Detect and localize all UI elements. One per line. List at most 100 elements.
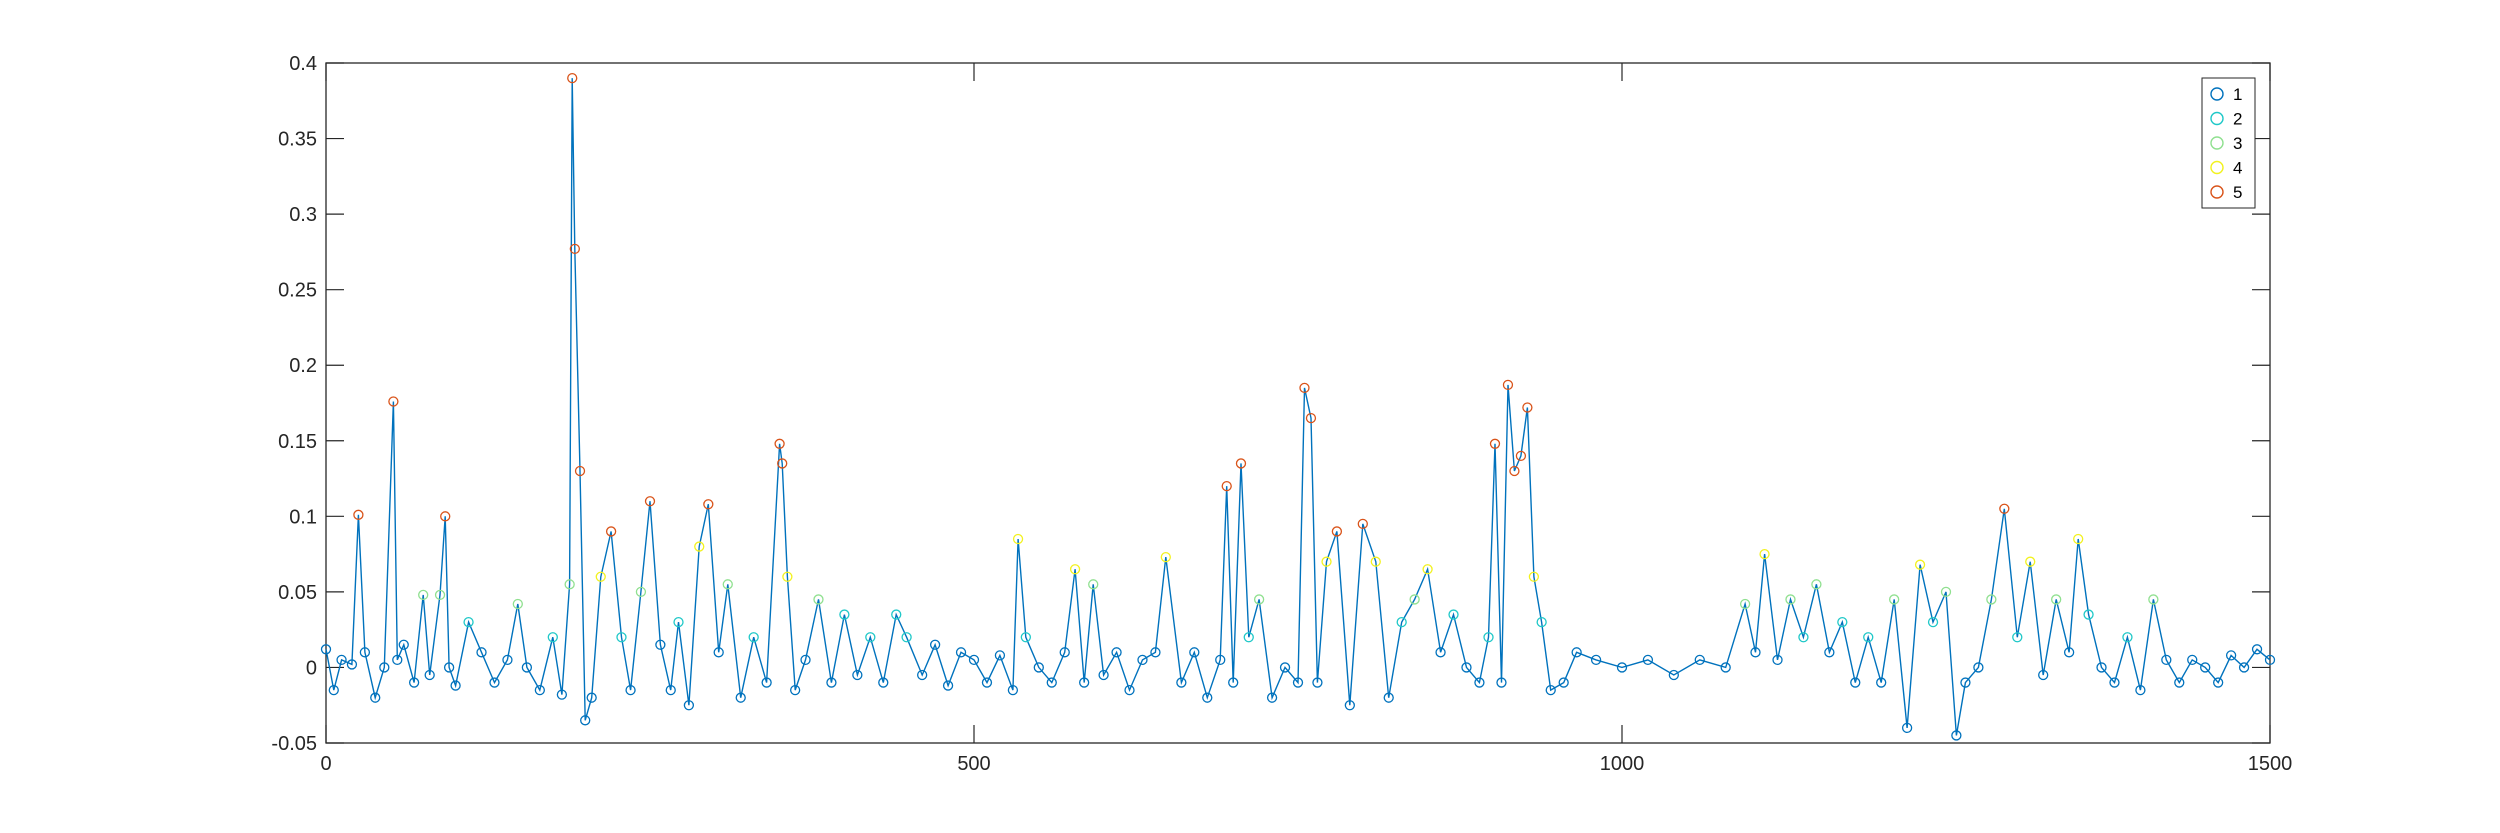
legend-marker-1 — [2210, 87, 2224, 101]
data-point-class-1 — [424, 669, 435, 681]
data-point-class-4 — [2025, 556, 2036, 567]
data-point-class-4 — [1422, 564, 1433, 575]
data-point-class-1 — [489, 677, 500, 688]
data-point-class-3 — [1409, 594, 1420, 605]
data-point-class-1 — [761, 677, 772, 688]
data-point-class-3 — [1739, 598, 1751, 610]
data-point-class-4 — [2073, 533, 2084, 545]
data-point-class-1 — [1344, 700, 1355, 711]
data-point-class-1 — [1202, 692, 1213, 703]
data-point-class-4 — [1321, 556, 1332, 567]
legend-marker-4 — [2210, 160, 2224, 175]
data-point-class-1 — [2174, 677, 2185, 688]
data-point-class-1 — [1266, 692, 1278, 703]
data-point-class-5 — [388, 396, 399, 407]
data-point-class-1 — [1558, 677, 1569, 688]
data-point-class-5 — [1299, 382, 1310, 394]
data-point-class-1 — [1435, 647, 1446, 658]
data-point-class-1 — [580, 715, 591, 726]
data-point-class-1 — [450, 680, 461, 691]
y-tick-label: 0.4 — [289, 53, 317, 75]
data-point-class-1 — [476, 647, 487, 658]
data-point-class-1 — [1312, 677, 1323, 688]
data-point-class-2 — [1837, 616, 1848, 628]
data-point-class-1 — [320, 644, 332, 655]
data-point-class-2 — [1396, 616, 1407, 628]
data-point-class-3 — [1811, 579, 1822, 590]
data-point-class-3 — [434, 589, 446, 601]
data-point-class-1 — [1750, 647, 1761, 658]
data-point-class-1 — [655, 639, 666, 650]
data-point-class-3 — [1940, 586, 1952, 598]
data-point-class-5 — [605, 526, 617, 537]
x-tick-label: 1500 — [2248, 753, 2293, 775]
data-point-class-1 — [1046, 677, 1057, 688]
y-tick-label: 0.35 — [278, 129, 317, 151]
data-point-class-3 — [2051, 594, 2062, 605]
y-tick-label: -0.05 — [271, 733, 317, 755]
data-point-class-5 — [1357, 518, 1368, 530]
data-point-class-1 — [1694, 654, 1705, 666]
data-point-class-1 — [2063, 647, 2075, 658]
data-point-class-3 — [813, 594, 824, 605]
data-point-class-3 — [1088, 579, 1099, 590]
data-point-class-2 — [616, 632, 627, 643]
data-point-class-5 — [440, 511, 451, 522]
data-point-class-1 — [2264, 654, 2276, 666]
data-point-class-5 — [777, 458, 788, 469]
data-point-class-4 — [1012, 533, 1024, 545]
data-point-class-4 — [1160, 551, 1171, 563]
data-point-class-5 — [569, 243, 580, 255]
data-point-class-1 — [370, 692, 381, 703]
data-point-class-2 — [901, 632, 912, 643]
data-point-class-1 — [1215, 654, 1226, 666]
data-point-class-2 — [2083, 609, 2094, 620]
data-point-class-1 — [1111, 647, 1122, 658]
y-tick-label: 0.1 — [289, 506, 317, 528]
data-point-class-1 — [1824, 647, 1835, 658]
y-tick-label: 0.25 — [278, 280, 317, 302]
data-point-class-5 — [1515, 450, 1527, 462]
data-point-class-1 — [1079, 677, 1090, 688]
data-point-class-2 — [1483, 632, 1494, 643]
data-point-class-1 — [346, 659, 358, 670]
series-line — [325, 78, 2271, 736]
data-point-class-2 — [1536, 616, 1547, 628]
data-point-class-2 — [2012, 632, 2023, 643]
data-point-class-2 — [547, 632, 558, 643]
data-point-class-1 — [790, 684, 801, 696]
data-point-class-1 — [1059, 647, 1070, 658]
data-point-class-1 — [534, 684, 545, 696]
data-point-class-1 — [994, 650, 1006, 661]
data-point-class-5 — [1331, 526, 1343, 537]
legend-box — [2201, 77, 2256, 209]
data-point-class-1 — [1720, 662, 1731, 673]
y-tick-label: 0 — [306, 657, 317, 679]
data-point-class-1 — [1150, 647, 1161, 658]
data-point-class-1 — [683, 700, 695, 711]
data-point-class-1 — [735, 692, 746, 703]
y-tick-label: 0.2 — [289, 355, 317, 377]
data-point-class-1 — [713, 647, 724, 658]
data-point-class-1 — [1474, 677, 1485, 688]
data-point-class-5 — [1305, 412, 1317, 424]
data-point-class-1 — [1461, 662, 1472, 673]
data-point-class-1 — [1590, 654, 1602, 666]
data-point-class-1 — [1850, 677, 1861, 688]
data-point-class-3 — [512, 598, 523, 610]
axes-box — [325, 62, 2271, 744]
data-point-class-1 — [826, 677, 837, 688]
data-point-class-1 — [1545, 684, 1556, 696]
data-point-class-1 — [2213, 677, 2224, 688]
data-point-class-2 — [673, 616, 684, 628]
data-point-class-1 — [1951, 730, 1962, 741]
data-point-class-1 — [2238, 662, 2250, 673]
data-point-class-2 — [865, 632, 876, 643]
plot-area: 0 500 1000 1500-0.0500.050.10.150.20.250.30… — [271, 53, 2292, 775]
data-point-class-1 — [1383, 692, 1394, 703]
data-point-class-1 — [1007, 684, 1019, 696]
data-point-class-1 — [981, 677, 993, 688]
data-point-class-3 — [1986, 594, 1997, 605]
data-point-class-1 — [2096, 662, 2107, 673]
